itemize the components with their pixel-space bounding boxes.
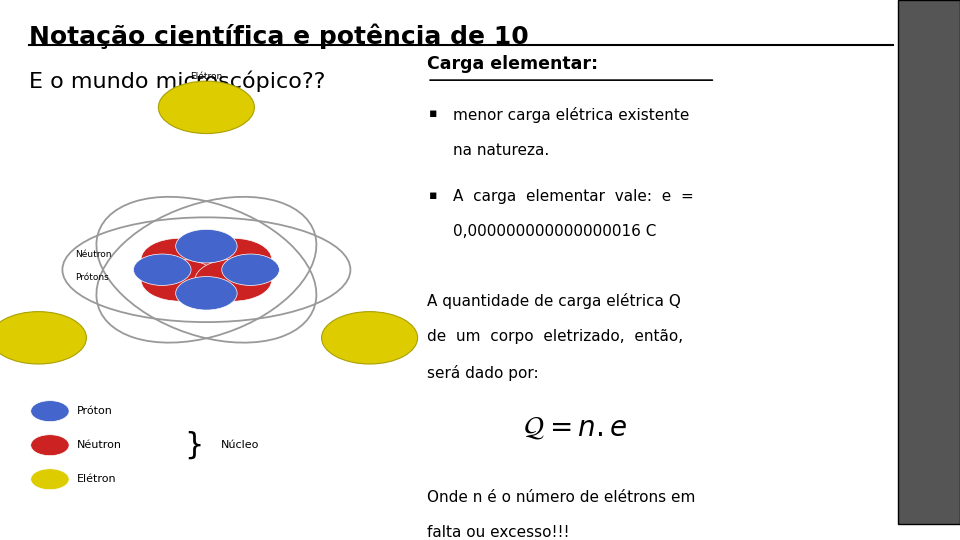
Text: E o mundo microscópico??: E o mundo microscópico??: [29, 71, 325, 92]
Circle shape: [141, 238, 218, 280]
Text: A  carga  elementar  vale:  e  =: A carga elementar vale: e =: [453, 188, 694, 204]
Circle shape: [195, 238, 272, 280]
Circle shape: [31, 435, 69, 456]
Text: Carga elementar:: Carga elementar:: [427, 55, 598, 73]
Circle shape: [195, 259, 272, 301]
Circle shape: [141, 259, 218, 301]
Text: A quantidade de carga elétrica Q: A quantidade de carga elétrica Q: [427, 293, 681, 309]
Text: Elétron: Elétron: [77, 474, 116, 484]
Text: na natureza.: na natureza.: [453, 143, 549, 158]
Text: Elétron: Elétron: [190, 72, 223, 81]
Text: Onde n é o número de elétrons em: Onde n é o número de elétrons em: [427, 490, 696, 505]
Circle shape: [176, 230, 237, 263]
Text: }: }: [184, 431, 204, 460]
Circle shape: [164, 247, 249, 293]
Text: Prótons: Prótons: [75, 273, 108, 282]
Circle shape: [133, 254, 191, 286]
Circle shape: [31, 469, 69, 490]
Text: Notação científica e potência de 10: Notação científica e potência de 10: [29, 24, 529, 49]
Text: 0,000000000000000016 C: 0,000000000000000016 C: [453, 224, 657, 239]
Circle shape: [0, 312, 86, 364]
Text: $\mathcal{Q} = n.e$: $\mathcal{Q} = n.e$: [523, 414, 628, 442]
Text: ▪: ▪: [429, 188, 438, 201]
Text: será dado por:: será dado por:: [427, 364, 539, 381]
Circle shape: [222, 254, 279, 286]
Text: Néutron: Néutron: [75, 249, 111, 259]
Text: Próton: Próton: [77, 406, 112, 416]
Circle shape: [31, 401, 69, 422]
Text: Núcleo: Núcleo: [221, 440, 259, 450]
FancyBboxPatch shape: [898, 0, 960, 524]
Circle shape: [322, 312, 418, 364]
Circle shape: [176, 276, 237, 310]
Text: falta ou excesso!!!: falta ou excesso!!!: [427, 525, 569, 540]
Circle shape: [158, 81, 254, 133]
Text: ▪: ▪: [429, 107, 438, 120]
Text: Néutron: Néutron: [77, 440, 122, 450]
Text: menor carga elétrica existente: menor carga elétrica existente: [453, 107, 689, 123]
Text: de  um  corpo  eletrizado,  então,: de um corpo eletrizado, então,: [427, 329, 684, 344]
